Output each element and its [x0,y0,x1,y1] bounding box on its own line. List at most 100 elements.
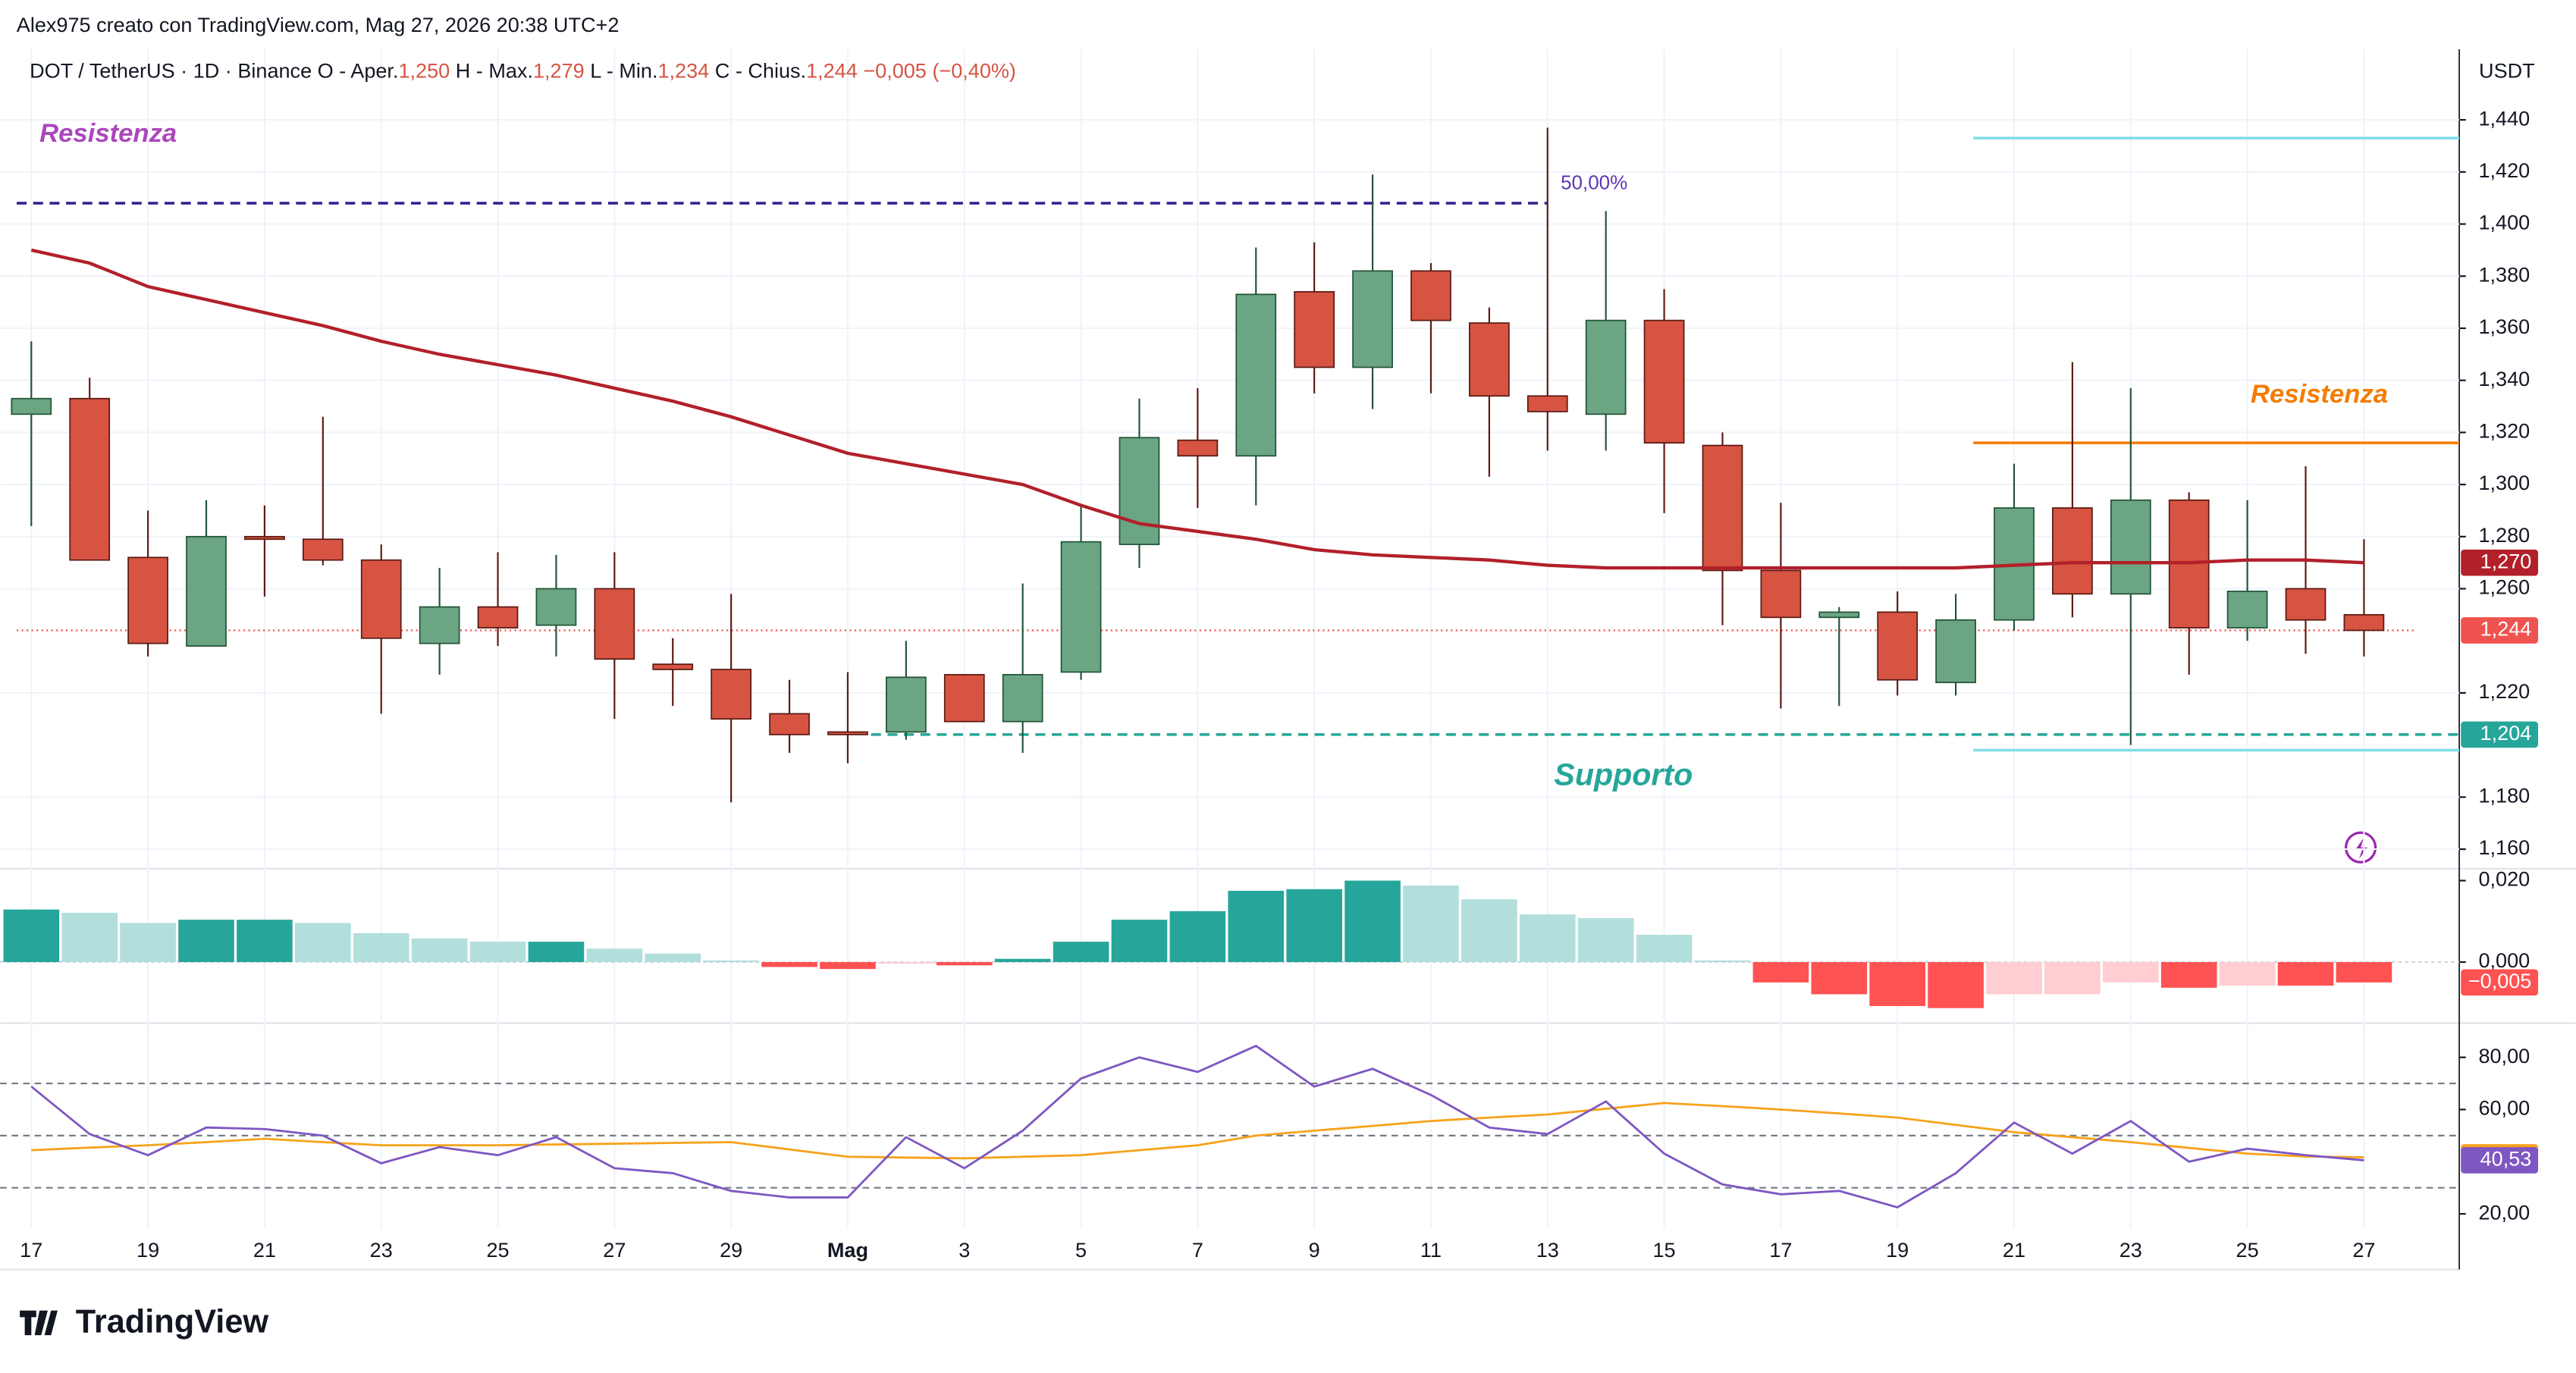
candle-body [127,556,168,644]
price-tag [2461,1147,2539,1174]
unit: USDT [2479,58,2535,82]
histogram-bar [528,942,585,962]
histogram-bar [2044,961,2101,995]
x-tick-label: 13 [1536,1238,1559,1262]
histogram-bar [120,923,176,962]
histogram-bar [1636,934,1693,962]
candle-body [2226,591,2268,629]
x-tick-label: 5 [1075,1238,1087,1262]
price-tag-label: 40,53 [2480,1147,2532,1171]
histogram-bar [1694,960,1751,962]
price-tag [2461,549,2539,576]
histogram-bar [1928,961,1984,1008]
y-tick-label: 1,220 [2478,679,2530,703]
alert-icon[interactable] [2344,831,2377,864]
credit: Alex975 creato con TradingView.com, Mag … [17,13,620,36]
histogram-bar [586,948,643,962]
ohlc-text: 1,234 [657,58,709,82]
histogram-bar [703,960,759,962]
price-tag [2461,617,2539,644]
histogram-bar [1986,961,2042,995]
ohlc-gap [312,58,318,82]
histogram-bar [1403,885,1459,962]
candle-body [1526,395,1568,412]
x-tick-label: 7 [1192,1238,1203,1262]
histogram-bar [2277,961,2334,986]
candle-body [711,669,751,720]
candle-body [11,397,52,415]
candle-body [1760,569,1802,619]
candle-body [943,674,985,723]
candle-body [1935,619,1976,684]
histogram-bar [994,958,1051,962]
histogram-bar [1228,890,1285,962]
y-tick-label: 1,440 [2478,106,2530,130]
alert-bolt [2355,837,2367,859]
y-tick-label: 0,000 [2478,948,2530,972]
ohlc-text: H - Max. [456,58,533,82]
logo: TradingView [20,1303,268,1340]
y-tick-label: 1,360 [2478,315,2530,338]
x-tick-label: 25 [486,1238,509,1262]
ohlc-text: 1,244 [806,58,858,82]
histogram-bar [237,920,293,962]
histogram-bar [411,938,468,962]
y-tick-label: 20,00 [2478,1200,2530,1224]
y-tick-label: 1,420 [2478,158,2530,182]
y-tick-label: 1,180 [2478,784,2530,807]
annotation: Supporto [1554,757,1693,792]
candle-body [69,397,111,561]
x-tick-label: 3 [959,1238,970,1262]
histogram-bar [1869,961,1926,1007]
histogram-bar [761,961,817,967]
candle-body [1352,270,1393,368]
x-tick-label: 17 [20,1238,42,1262]
price-tag-label: 1,204 [2480,721,2532,744]
x-tick-label: 29 [720,1238,742,1262]
candle-body [1294,290,1335,368]
histogram-bar [2160,961,2217,988]
histogram-bar [2219,961,2276,986]
histogram-bar [2336,961,2392,983]
annotation: Resistenza [2251,380,2388,409]
candle-body [885,676,927,733]
ohlc-text: 1,279 [533,58,585,82]
candle-body [1585,319,1627,415]
y-tick-label: 1,160 [2478,835,2530,859]
x-tick-label: 27 [2352,1238,2375,1262]
candle-body [1410,270,1451,321]
x-tick-label: 23 [370,1238,393,1262]
histogram-bar [645,953,701,962]
candle-body [827,731,868,735]
indicator-line [31,1102,2364,1160]
histogram-bar [936,961,993,966]
x-tick-label: 17 [1769,1238,1792,1262]
ohlc-text: O - Aper. [318,58,399,82]
x-tick-label: 25 [2236,1238,2259,1262]
candle-body [594,588,635,660]
x-tick-label: 19 [1886,1238,1909,1262]
histogram-bar [1053,942,1109,962]
histogram-bar [1286,889,1342,962]
x-tick-label: Mag [827,1238,868,1262]
x-tick-label: 9 [1309,1238,1320,1262]
histogram-bar [1519,914,1576,962]
histogram-bar [178,920,234,962]
candle-body [2052,507,2093,595]
price-tag-label: −0,005 [2468,969,2532,992]
histogram-bar [353,933,409,962]
candle-body [1002,674,1043,723]
y-tick-label: 1,300 [2478,471,2530,494]
candle-body [769,713,810,735]
candle-body [244,535,285,541]
ohlc-gap [858,58,864,82]
candle-body [1877,611,1919,681]
y-tick-label: 1,340 [2478,367,2530,390]
price-tag-label: 1,270 [2480,549,2532,572]
ohlc-text: L - Min. [590,58,657,82]
candle-body [2285,588,2327,621]
histogram-bar [294,923,351,962]
candle-body [302,538,344,561]
